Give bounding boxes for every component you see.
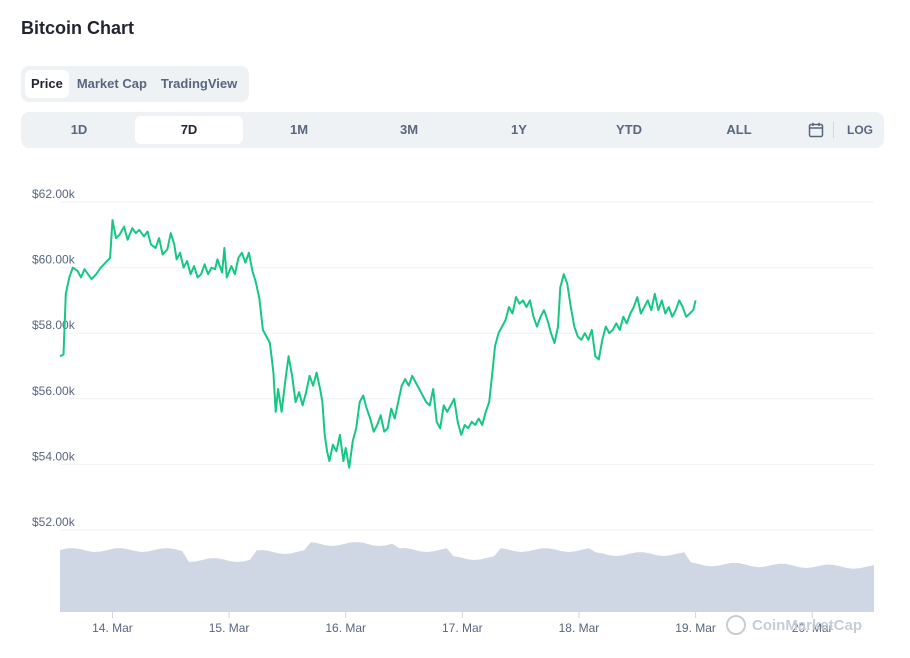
tab-price[interactable]: Price bbox=[25, 70, 69, 98]
tab-tradingview[interactable]: TradingView bbox=[160, 76, 238, 91]
watermark: CoinMarketCap bbox=[752, 617, 862, 634]
page-title: Bitcoin Chart bbox=[21, 18, 135, 38]
x-tick-label: 16. Mar bbox=[325, 621, 366, 635]
time-range-bar: 1D 7D 1M 3M 1Y YTD ALL LOG bbox=[21, 112, 884, 148]
divider bbox=[833, 122, 834, 138]
range-ytd[interactable]: YTD bbox=[616, 122, 642, 137]
y-tick-label: $62.00k bbox=[32, 187, 76, 201]
range-1y[interactable]: 1Y bbox=[511, 122, 527, 137]
tab-market-cap[interactable]: Market Cap bbox=[76, 76, 147, 91]
x-tick-label: 20. Mar bbox=[792, 621, 833, 635]
y-tick-label: $58.00k bbox=[32, 318, 76, 332]
price-line bbox=[59, 219, 697, 469]
coinmarketcap-logo-icon bbox=[726, 615, 746, 635]
x-tick-label: 14. Mar bbox=[92, 621, 133, 635]
range-all[interactable]: ALL bbox=[726, 122, 752, 137]
x-tick-label: 15. Mar bbox=[209, 621, 250, 635]
x-tick-label: 19. Mar bbox=[675, 621, 716, 635]
x-tick-label: 18. Mar bbox=[559, 621, 600, 635]
x-tick-label: 17. Mar bbox=[442, 621, 483, 635]
range-1d[interactable]: 1D bbox=[70, 122, 88, 137]
y-tick-label: $54.00k bbox=[32, 449, 76, 463]
calendar-icon[interactable] bbox=[808, 122, 824, 138]
range-7d[interactable]: 7D bbox=[135, 116, 243, 144]
y-tick-label: $56.00k bbox=[32, 384, 76, 398]
range-3m[interactable]: 3M bbox=[399, 122, 419, 137]
y-tick-label: $52.00k bbox=[32, 515, 76, 529]
volume-area bbox=[60, 542, 874, 612]
range-1m[interactable]: 1M bbox=[289, 122, 309, 137]
chart-type-tabs: Price Market Cap TradingView bbox=[21, 66, 250, 102]
y-tick-label: $60.00k bbox=[32, 253, 76, 267]
log-scale-button[interactable]: LOG bbox=[847, 123, 873, 137]
